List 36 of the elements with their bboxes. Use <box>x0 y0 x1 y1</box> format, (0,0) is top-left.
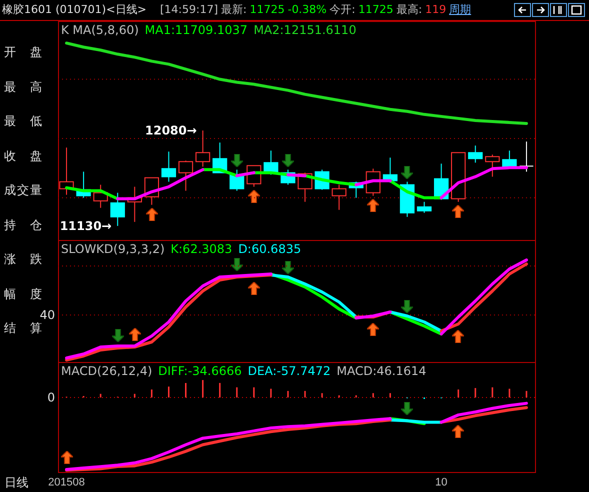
series-label: MACD:46.1614 <box>336 364 426 378</box>
x-tick-label: 10 <box>435 476 448 488</box>
annotation: 12080→ <box>144 124 197 138</box>
text: MA2:12151.6110 <box>254 23 356 37</box>
text: 11725 <box>358 3 394 16</box>
text: MA1:11709.1037 <box>144 23 248 37</box>
text: DEA:-57.7472 <box>248 364 331 378</box>
x-tick-label: 201508 <box>48 476 85 488</box>
text: 持仓 <box>4 216 42 234</box>
text: 成交量 <box>4 182 42 199</box>
text: 开盘 <box>4 44 42 61</box>
text: DIFF:-34.6666 <box>158 364 242 378</box>
chart-title: MACD(26,12,4) <box>61 364 152 378</box>
text: 结算 <box>4 320 42 337</box>
x-axis-title: 日线 <box>4 476 28 490</box>
text: 周期 <box>449 3 472 16</box>
chart-title: K MA(5,8,60) <box>61 23 139 37</box>
text: 最高: <box>396 3 422 16</box>
text: 0 <box>47 390 55 404</box>
text: 最低 <box>4 113 42 130</box>
text: 幅度 <box>4 286 42 302</box>
text: 今开: <box>330 3 356 16</box>
text: 40 <box>40 308 55 322</box>
text: K:62.3083 <box>170 242 232 256</box>
annotation: 11130→ <box>60 218 112 233</box>
text: [14:59:17] <box>160 3 218 16</box>
text: 最新: <box>221 3 247 16</box>
chart-title: SLOWKD(9,3,3,2) <box>61 242 165 256</box>
text: 收盘 <box>4 148 42 164</box>
text: 11725 <box>250 3 285 16</box>
text: D:60.6835 <box>238 242 302 256</box>
text: 119 <box>425 3 446 16</box>
text: 橡胶1601 (010701)<日线> <box>2 2 146 18</box>
text: 最高 <box>4 78 42 96</box>
text: -0.38% <box>288 3 327 16</box>
text: 涨跌 <box>4 251 42 268</box>
